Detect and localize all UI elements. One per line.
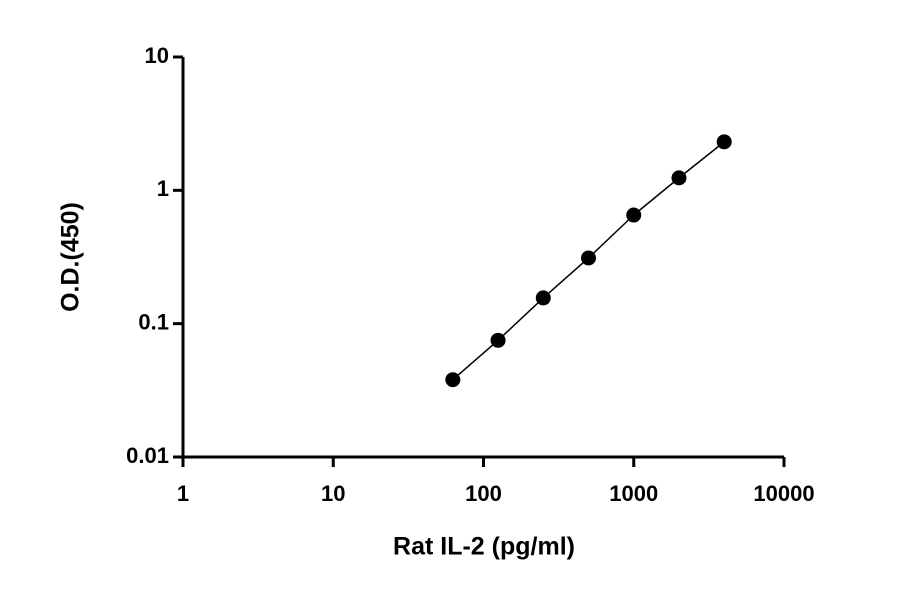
x-tick-label: 1 [177, 481, 189, 506]
y-tick-label: 0.1 [138, 309, 169, 334]
x-axis-title: Rat IL-2 (pg/ml) [393, 533, 575, 561]
x-tick-label: 1000 [609, 481, 658, 506]
data-point [490, 332, 506, 348]
data-point [671, 170, 687, 186]
x-tick-label: 100 [465, 481, 502, 506]
data-point [445, 372, 461, 388]
y-tick-label: 0.01 [126, 443, 169, 468]
data-point [535, 290, 551, 306]
y-tick-label: 1 [157, 176, 169, 201]
x-tick-label: 10000 [753, 481, 814, 506]
data-point [626, 207, 642, 223]
data-point [581, 250, 597, 266]
data-point [716, 134, 732, 150]
x-tick-label: 10 [321, 481, 345, 506]
y-tick-label: 10 [145, 43, 169, 68]
y-axis-title: O.D.(450) [57, 202, 85, 312]
